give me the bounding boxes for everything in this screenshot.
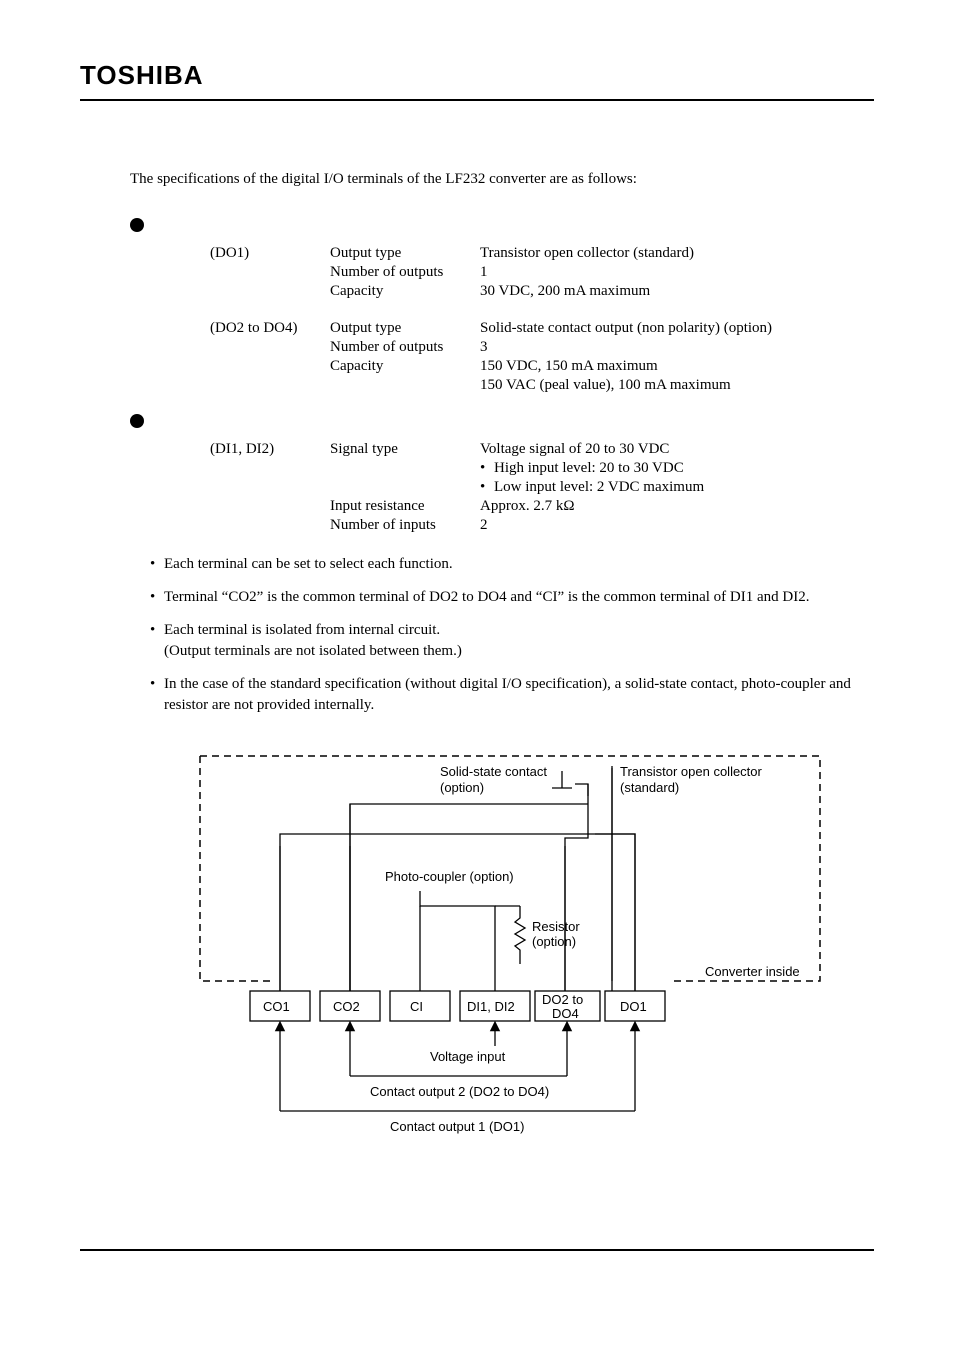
note-text: Each terminal is isolated from internal … [164,620,874,662]
spec-row: 150 VAC (peal value), 100 mA maximum [210,377,874,394]
notes-list: • Each terminal can be set to select eac… [80,554,874,716]
do2-label: (DO2 to DO4) [210,320,330,337]
spec-key: Number of outputs [330,264,480,281]
bullet-icon: • [150,554,164,575]
spec-value: 3 [480,339,874,356]
spec-key: Output type [330,320,480,337]
diagram-svg: Solid-state contact (option) Transistor … [180,746,840,1146]
spec-value: 150 VAC (peal value), 100 mA maximum [480,377,874,394]
bullet-icon: • [480,479,494,496]
note-item: • In the case of the standard specificat… [150,674,874,716]
spec-value: 1 [480,264,874,281]
spec-row: • High input level: 20 to 30 VDC [210,460,874,477]
label-res2: (option) [532,934,576,949]
bullet-icon: • [480,460,494,477]
sub-bullet-item: • High input level: 20 to 30 VDC [480,460,874,477]
spec-value: Transistor open collector (standard) [480,245,874,262]
do1-label: (DO1) [210,245,330,262]
spec-value: Approx. 2.7 kΩ [480,498,874,515]
label-co2l: Contact output 2 (DO2 to DO4) [370,1084,549,1099]
label-toc1: Transistor open collector [620,764,763,779]
term-ci: CI [410,999,423,1014]
note-item: • Terminal “CO2” is the common terminal … [150,587,874,608]
term-co2: CO2 [333,999,360,1014]
term-do1: DO1 [620,999,647,1014]
di-label: (DI1, DI2) [210,441,330,458]
note-text: In the case of the standard specificatio… [164,674,874,716]
label-ssc2: (option) [440,780,484,795]
note-text: Each terminal can be set to select each … [164,554,874,575]
spec-key: Signal type [330,441,480,458]
sub-text: High input level: 20 to 30 VDC [494,460,684,477]
spec-key: Number of outputs [330,339,480,356]
spec-key: Output type [330,245,480,262]
term-di: DI1, DI2 [467,999,515,1014]
spec-value: Voltage signal of 20 to 30 VDC [480,441,874,458]
spec-row: • Low input level: 2 VDC maximum [210,479,874,496]
bullet-icon: • [150,620,164,662]
sub-bullet-item: • Low input level: 2 VDC maximum [480,479,874,496]
spec-value: 30 VDC, 200 mA maximum [480,283,874,300]
label-toc2: (standard) [620,780,679,795]
spec-row: Number of outputs 3 [210,339,874,356]
label-vi: Voltage input [430,1049,506,1064]
logo-text: TOSHIBA [80,60,874,91]
section-bullet [130,414,144,428]
spec-row: Capacity 30 VDC, 200 mA maximum [210,283,874,300]
spec-row: Number of inputs 2 [210,517,874,534]
spec-key: Input resistance [330,498,480,515]
do2-block: (DO2 to DO4) Output type Solid-state con… [210,320,874,394]
page-header: TOSHIBA [80,60,874,101]
note-text: Terminal “CO2” is the common terminal of… [164,587,874,608]
di-block: (DI1, DI2) Signal type Voltage signal of… [210,441,874,534]
do1-block: (DO1) Output type Transistor open collec… [210,245,874,300]
footer-rule [80,1249,874,1251]
spec-row: Input resistance Approx. 2.7 kΩ [210,498,874,515]
note-item: • Each terminal can be set to select eac… [150,554,874,575]
section-bullet [130,218,144,232]
term-co1: CO1 [263,999,290,1014]
label-ssc1: Solid-state contact [440,764,547,779]
intro-text: The specifications of the digital I/O te… [130,171,874,188]
label-co1l: Contact output 1 (DO1) [390,1119,524,1134]
term-do2a: DO2 to [542,992,583,1007]
label-pc: Photo-coupler (option) [385,869,514,884]
label-res1: Resistor [532,919,580,934]
bullet-icon: • [150,674,164,716]
label-conv: Converter inside [705,964,800,979]
spec-row: (DO2 to DO4) Output type Solid-state con… [210,320,874,337]
spec-value: 2 [480,517,874,534]
spec-key: Capacity [330,358,480,375]
spec-row: (DI1, DI2) Signal type Voltage signal of… [210,441,874,458]
bullet-icon: • [150,587,164,608]
sub-text: Low input level: 2 VDC maximum [494,479,704,496]
spec-key: Capacity [330,283,480,300]
note-item: • Each terminal is isolated from interna… [150,620,874,662]
spec-value: 150 VDC, 150 mA maximum [480,358,874,375]
spec-row: Capacity 150 VDC, 150 mA maximum [210,358,874,375]
spec-row: Number of outputs 1 [210,264,874,281]
term-do2b: DO4 [552,1006,579,1021]
spec-value: Solid-state contact output (non polarity… [480,320,874,337]
spec-row: (DO1) Output type Transistor open collec… [210,245,874,262]
io-diagram: Solid-state contact (option) Transistor … [180,746,874,1149]
spec-key: Number of inputs [330,517,480,534]
